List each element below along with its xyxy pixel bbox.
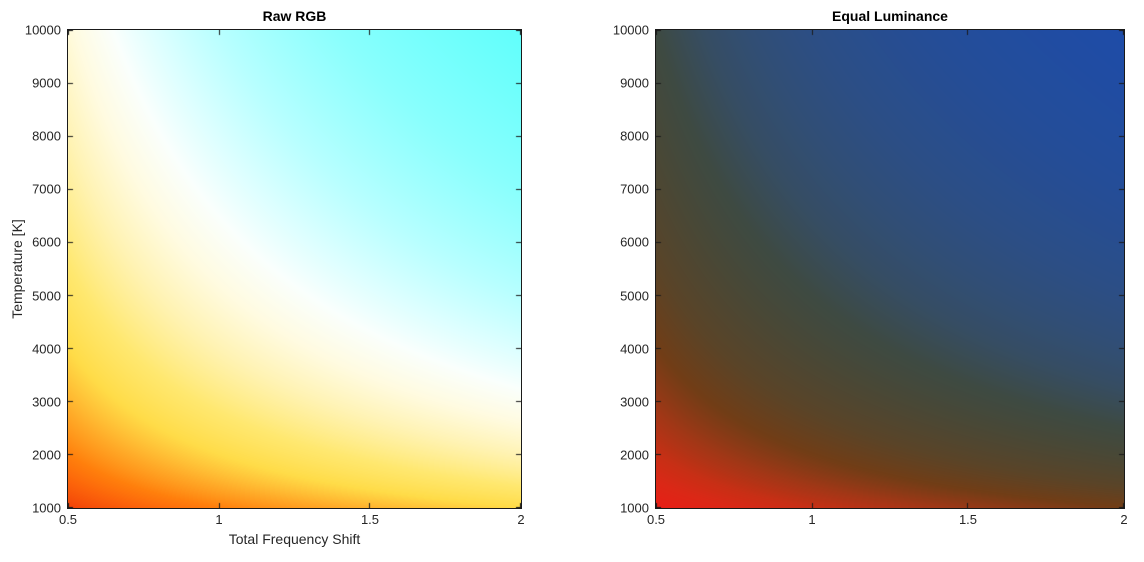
heatmap-equal-luminance: [655, 29, 1125, 509]
y-tick-label: 8000: [32, 128, 61, 144]
y-axis-label: Temperature [K]: [9, 219, 25, 319]
y-tick-label: 4000: [32, 341, 61, 357]
x-tick-label: 1.5: [360, 512, 380, 527]
y-tick-label: 10000: [612, 22, 649, 38]
y-tick-label: 3000: [620, 394, 649, 410]
y-tick-label: 7000: [32, 181, 61, 197]
y-tick-label: 6000: [32, 234, 61, 250]
y-tick-label: 4000: [620, 341, 649, 357]
y-tick-label: 9000: [620, 75, 649, 91]
y-tick-label: 7000: [620, 181, 649, 197]
heatmap-raw-rgb: [67, 29, 522, 509]
x-axis-label: Total Frequency Shift: [228, 531, 361, 547]
y-tick-label: 1000: [620, 500, 649, 516]
plot-title-raw-rgb: Raw RGB: [262, 8, 327, 24]
y-tick-label: 1000: [32, 500, 61, 516]
y-tick-label: 3000: [32, 394, 61, 410]
plot-title-equal-luminance: Equal Luminance: [832, 8, 948, 24]
y-tick-label: 5000: [620, 288, 649, 304]
y-tick-label: 9000: [32, 75, 61, 91]
y-tick-label: 6000: [620, 234, 649, 250]
y-tick-label: 2000: [620, 447, 649, 463]
y-tick-label: 2000: [32, 447, 61, 463]
x-tick-label: 0.5: [646, 512, 666, 527]
x-tick-label: 2: [517, 512, 525, 527]
x-tick-label: 1.5: [958, 512, 978, 527]
y-tick-label: 8000: [620, 128, 649, 144]
x-tick-label: 2: [1120, 512, 1128, 527]
x-tick-label: 1: [808, 512, 816, 527]
equal-luminance-axes: Equal Luminance 1000 2000 3000 4000 5000 6000…: [613, 8, 1128, 527]
y-tick-label: 10000: [24, 22, 61, 38]
y-tick-label: 5000: [32, 288, 61, 304]
raw-rgb-axes: Raw RGB 1000 2000 3000 4000 5000 6000 7000 8000…: [9, 8, 525, 547]
x-tick-label: 0.5: [58, 512, 78, 527]
x-tick-label: 1: [215, 512, 223, 527]
